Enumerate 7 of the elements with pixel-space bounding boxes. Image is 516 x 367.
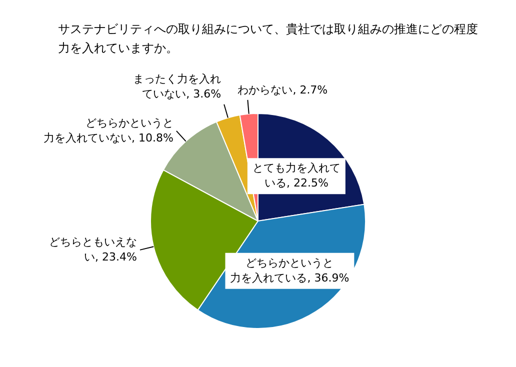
slice-label: わからない, 2.7% [238, 83, 328, 96]
slice-label: どちらかというと力を入れている, 36.9% [230, 256, 350, 284]
slice-label: まったく力を入れていない, 3.6% [133, 72, 222, 101]
slice-label: どちらともいえない, 23.4% [49, 235, 137, 264]
slice-label: どちらかというと力を入れていない, 10.8% [44, 116, 174, 144]
chart-title: サステナビリティへの取り組みについて、貴社では取り組みの推進にどの程度力を入れていますか。 [58, 21, 478, 57]
slice-label: とても力を入れている, 22.5% [252, 161, 340, 190]
